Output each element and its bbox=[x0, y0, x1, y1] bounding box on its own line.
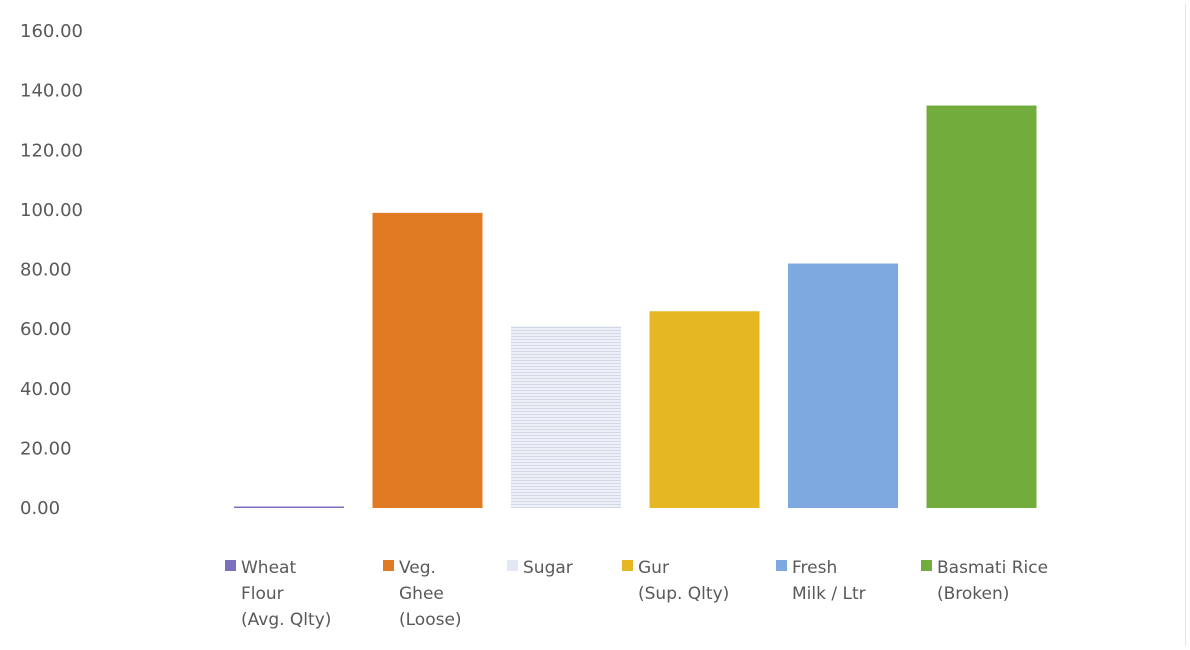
y-tick-label: 60.00 bbox=[20, 319, 72, 340]
y-axis: 0.00 20.00 40.00 60.00 80.00 100.00 120.00 140.… bbox=[20, 21, 83, 519]
legend-label: Gur bbox=[638, 558, 669, 578]
legend-label: Veg. bbox=[399, 558, 436, 578]
legend-label: (Avg. Qlty) bbox=[241, 610, 331, 630]
bar-wheat-flour-avg-qlty bbox=[234, 506, 344, 508]
y-tick-label: 80.00 bbox=[20, 260, 72, 281]
y-tick-label: 0.00 bbox=[20, 498, 60, 519]
legend-item: Wheat Flour (Avg. Qlty) bbox=[225, 558, 331, 630]
legend-item: Gur (Sup. Qlty) bbox=[622, 558, 729, 604]
legend-label: Sugar bbox=[523, 558, 573, 578]
legend-swatch bbox=[776, 560, 787, 571]
legend-item: Fresh Milk / Ltr bbox=[776, 558, 866, 604]
y-tick-label: 140.00 bbox=[20, 81, 83, 102]
bar-fresh-milk-ltr bbox=[788, 263, 898, 508]
y-tick-label: 40.00 bbox=[20, 379, 72, 400]
legend-label: Fresh bbox=[792, 558, 837, 578]
y-tick-label: 120.00 bbox=[20, 140, 83, 161]
bar-gur-sup-qlty bbox=[649, 311, 760, 508]
y-tick-label: 20.00 bbox=[20, 438, 72, 459]
chart-frame bbox=[8, 4, 1186, 646]
legend-label: (Sup. Qlty) bbox=[638, 584, 729, 604]
legend-label: Flour bbox=[241, 584, 284, 604]
legend-swatch bbox=[921, 560, 932, 571]
bar-basmati-rice-broken bbox=[926, 105, 1037, 508]
legend-label: Ghee bbox=[399, 584, 444, 604]
legend-label: (Loose) bbox=[399, 610, 462, 630]
legend-label: (Broken) bbox=[937, 584, 1009, 604]
legend-swatch bbox=[507, 560, 518, 571]
legend-swatch bbox=[383, 560, 394, 571]
bar-sugar bbox=[511, 326, 621, 508]
bar-veg-ghee-loose bbox=[372, 212, 483, 508]
legend-label: Basmati Rice bbox=[937, 558, 1048, 578]
y-tick-label: 100.00 bbox=[20, 200, 83, 221]
legend-label: Wheat bbox=[241, 558, 296, 578]
legend-label: Milk / Ltr bbox=[792, 584, 866, 604]
legend-swatch bbox=[622, 560, 633, 571]
legend-item: Veg. Ghee (Loose) bbox=[383, 558, 462, 630]
legend-item: Sugar bbox=[507, 558, 573, 578]
y-tick-label: 160.00 bbox=[20, 21, 83, 42]
bars bbox=[234, 105, 1037, 508]
legend-item: Basmati Rice (Broken) bbox=[921, 558, 1048, 604]
legend: Wheat Flour (Avg. Qlty) Veg. Ghee (Loose) Suga… bbox=[225, 558, 1048, 630]
legend-swatch bbox=[225, 560, 236, 571]
